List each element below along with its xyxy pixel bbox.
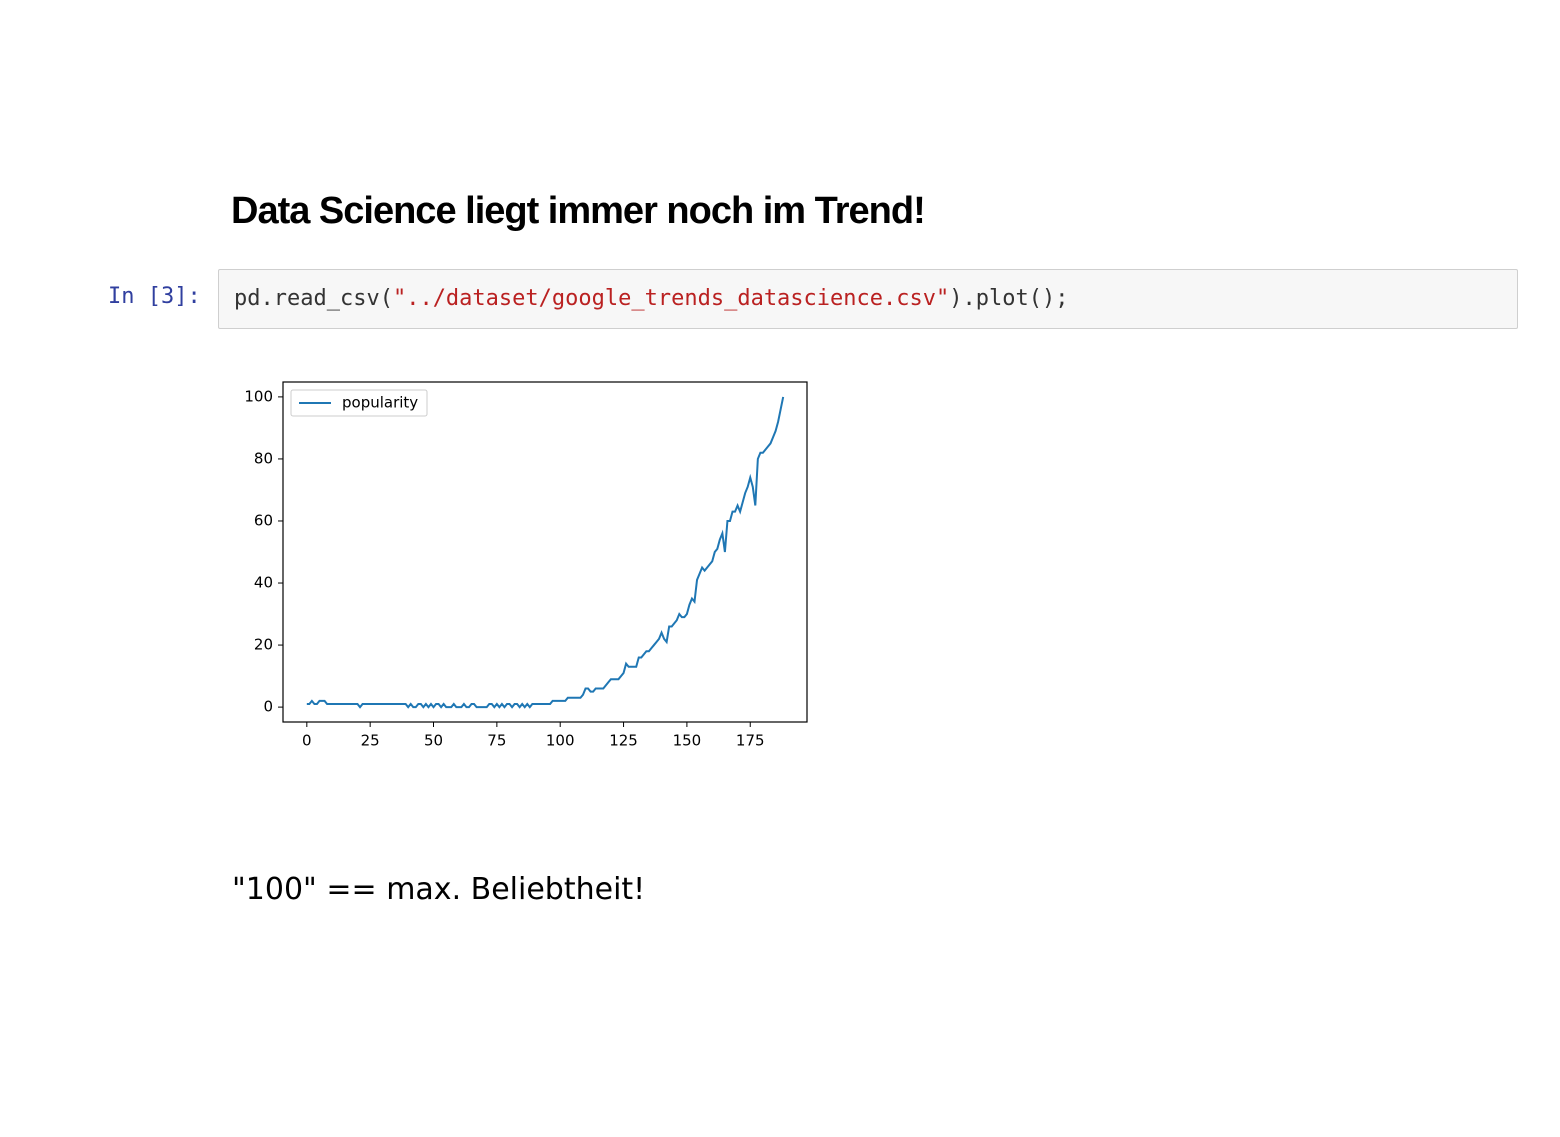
line	[306, 396, 785, 709]
x-tick-label: 150	[673, 732, 702, 750]
chart: 0 20 40 60 80 100 0 25 50 75 100 125 150 175 popularit…	[244, 381, 808, 750]
x-tick-label: 50	[424, 732, 443, 750]
code-part: ).plot();	[949, 286, 1069, 311]
y-tick-label: 100	[244, 387, 273, 405]
y-tick-label: 60	[254, 511, 273, 529]
x-tick-label: 100	[546, 732, 575, 750]
heading: Data Science liegt immer noch im Trend!	[231, 190, 926, 232]
y-tick-label: 40	[254, 574, 273, 592]
code-part: pd.read_csv(	[234, 286, 393, 311]
code: pd.read_csv("../dataset/google_trends_da…	[234, 286, 1068, 311]
code-cell[interactable]: pd.read_csv("../dataset/google_trends_da…	[218, 269, 1518, 329]
plot-area	[282, 381, 808, 723]
x-tick-label: 25	[361, 732, 380, 750]
y-tick-label: 80	[254, 449, 273, 467]
legend-box	[290, 389, 428, 417]
y-tick-label: 20	[254, 636, 273, 654]
legend-label: popularity	[342, 394, 418, 412]
code-string: "../dataset/google_trends_datascience.cs…	[392, 286, 950, 311]
prompt: In [3]:	[108, 284, 201, 309]
y-tick-label: 0	[263, 698, 273, 716]
x-tick-label: 75	[487, 732, 506, 750]
x-tick-label: 175	[736, 732, 765, 750]
note: "100" == max. Beliebtheit!	[232, 872, 646, 907]
x-tick-label: 125	[609, 732, 638, 750]
x-tick-label: 0	[302, 732, 312, 750]
